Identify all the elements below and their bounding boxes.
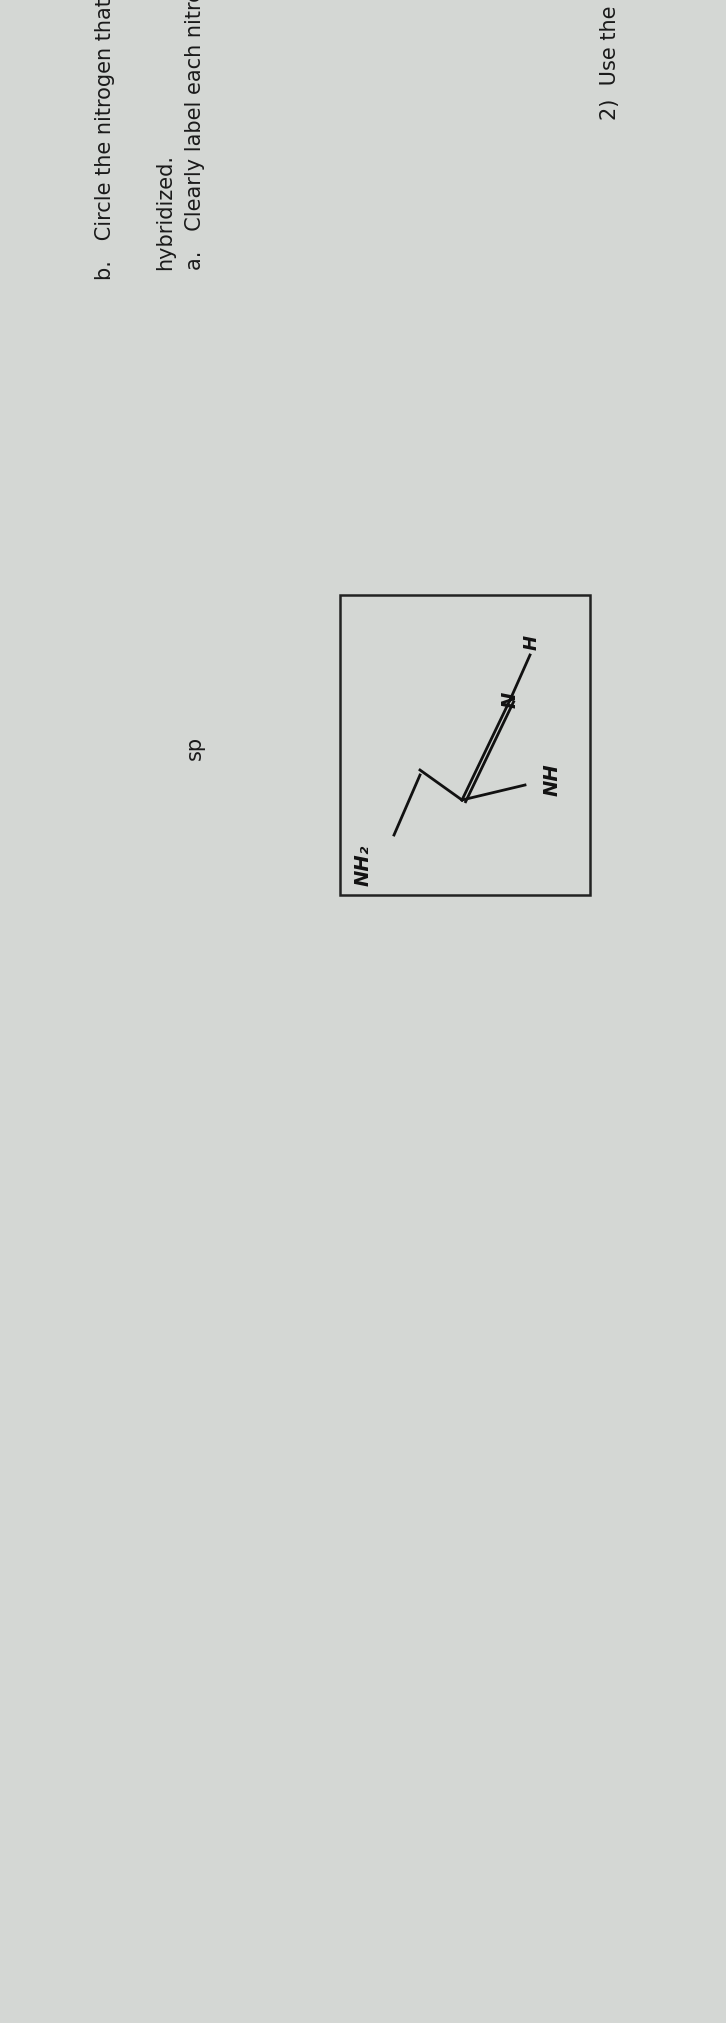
Text: N: N bbox=[500, 692, 520, 708]
Text: H: H bbox=[523, 635, 541, 649]
Text: hybridized.: hybridized. bbox=[155, 154, 175, 269]
Text: b.   Circle the nitrogen that is the strongest base.: b. Circle the nitrogen that is the stron… bbox=[95, 0, 115, 279]
Text: NH₂: NH₂ bbox=[354, 846, 373, 886]
Text: NH: NH bbox=[543, 763, 562, 797]
Text: 2)  Use the compound below to answer the following question.: 2) Use the compound below to answer the … bbox=[600, 0, 620, 119]
Text: sp: sp bbox=[185, 736, 205, 761]
Bar bbox=[340, 595, 590, 894]
Text: a.   Clearly label each nitrogen in the above molecule as being as being sp, sp: a. Clearly label each nitrogen in the ab… bbox=[185, 0, 205, 269]
